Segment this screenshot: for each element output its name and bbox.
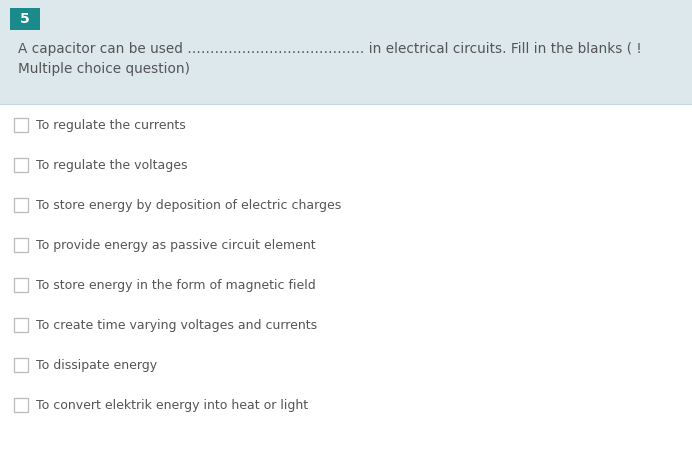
Text: To store energy by deposition of electric charges: To store energy by deposition of electri… [36, 198, 341, 212]
Bar [14, 118, 28, 132]
Bar [14, 398, 28, 412]
Bar [10, 8, 40, 30]
Text: Multiple choice question): Multiple choice question) [18, 62, 190, 76]
Bar [14, 278, 28, 292]
Text: To convert elektrik energy into heat or light: To convert elektrik energy into heat or … [36, 399, 308, 411]
Text: To dissipate energy: To dissipate energy [36, 359, 157, 371]
Text: To provide energy as passive circuit element: To provide energy as passive circuit ele… [36, 238, 316, 252]
Bar [14, 238, 28, 252]
Bar [14, 318, 28, 332]
Bar [14, 358, 28, 372]
Bar [14, 158, 28, 172]
Text: 5: 5 [20, 12, 30, 26]
Text: To store energy in the form of magnetic field: To store energy in the form of magnetic … [36, 278, 316, 291]
Text: To create time varying voltages and currents: To create time varying voltages and curr… [36, 319, 317, 331]
Text: To regulate the voltages: To regulate the voltages [36, 158, 188, 172]
Bar [14, 198, 28, 212]
Text: To regulate the currents: To regulate the currents [36, 118, 185, 132]
Text: A capacitor can be used ………………………………… in electrical circuits. Fill in the blanks: A capacitor can be used ………………………………… in… [18, 42, 641, 56]
Bar [0, 0, 692, 104]
